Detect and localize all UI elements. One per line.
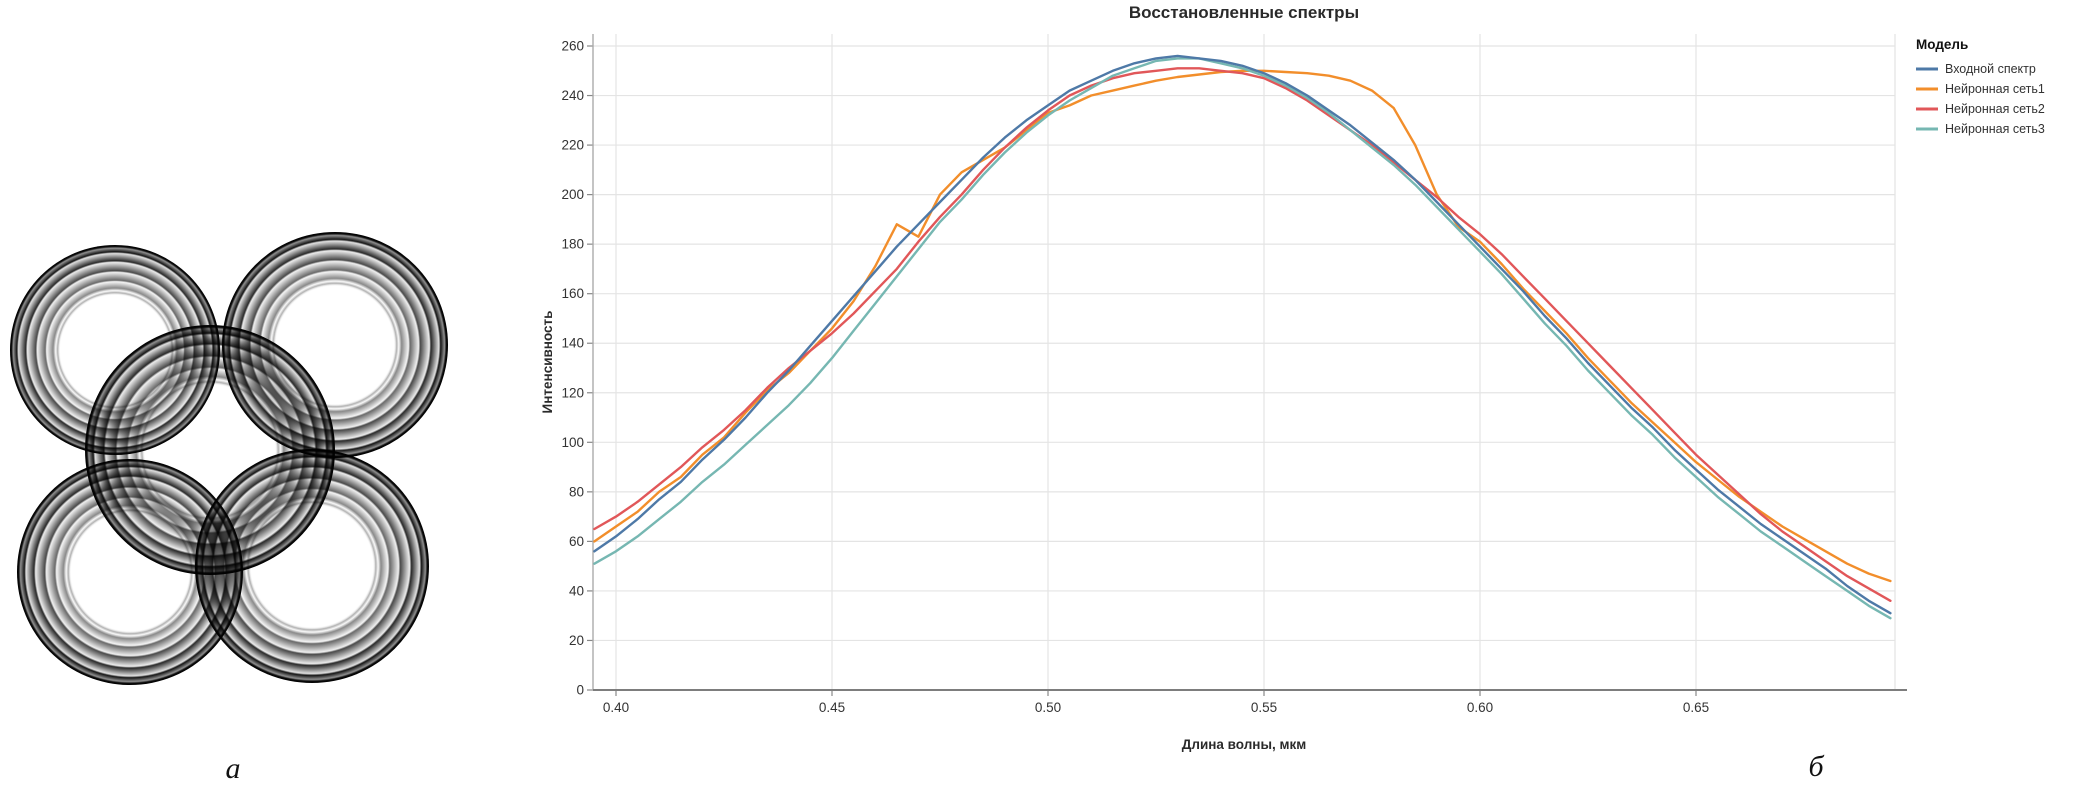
y-tick-label: 20 (569, 633, 584, 648)
x-tick-label: 0.65 (1683, 700, 1709, 715)
y-tick-label: 0 (576, 683, 584, 698)
y-tick-label: 60 (569, 534, 584, 549)
y-tick-label: 80 (569, 484, 584, 499)
x-axis-title: Длина волны, мкм (1182, 737, 1306, 752)
y-tick-label: 180 (561, 237, 584, 252)
y-tick-label: 260 (561, 39, 584, 54)
x-tick-label: 0.45 (819, 700, 845, 715)
y-tick-label: 40 (569, 583, 584, 598)
series-line-3 (593, 57, 1892, 620)
legend-title: Модель (1916, 37, 1968, 52)
series-line-2 (593, 67, 1892, 602)
x-tick-label: 0.55 (1251, 700, 1277, 715)
caption-a: а (225, 752, 241, 785)
panel-a-ring-image: а (0, 0, 535, 794)
y-tick-label: 240 (561, 88, 584, 103)
y-tick-label: 120 (561, 385, 584, 400)
series-line-0 (593, 54, 1892, 615)
y-axis-title: Интенсивность (540, 311, 555, 414)
spectra-chart: 0 20 40 60 80 100 120 140 160 180 200 220 240 260 0.40… (540, 3, 2045, 752)
legend-label-2: Нейронная сеть2 (1945, 102, 2045, 116)
y-tick-label: 100 (561, 435, 584, 450)
x-tick-label: 0.60 (1467, 700, 1493, 715)
legend-label-3: Нейронная сеть3 (1945, 122, 2045, 136)
ring-pattern (195, 449, 429, 683)
plot-area (593, 34, 1895, 690)
legend-label-0: Входной спектр (1945, 62, 2036, 76)
legend-label-1: Нейронная сеть1 (1945, 82, 2045, 96)
ring-pattern-image (10, 232, 448, 685)
x-tick-label: 0.50 (1035, 700, 1061, 715)
y-tick-label: 160 (561, 286, 584, 301)
caption-b: б (1808, 750, 1824, 783)
y-tick-label: 140 (561, 336, 584, 351)
y-tick-label: 220 (561, 138, 584, 153)
y-tick-label: 200 (561, 187, 584, 202)
ring-pattern (17, 459, 243, 685)
panel-b-chart: 0 20 40 60 80 100 120 140 160 180 200 220 240 260 0.40… (535, 0, 2086, 794)
x-tick-label: 0.40 (603, 700, 629, 715)
chart-title: Восстановленные спектры (1129, 3, 1359, 22)
